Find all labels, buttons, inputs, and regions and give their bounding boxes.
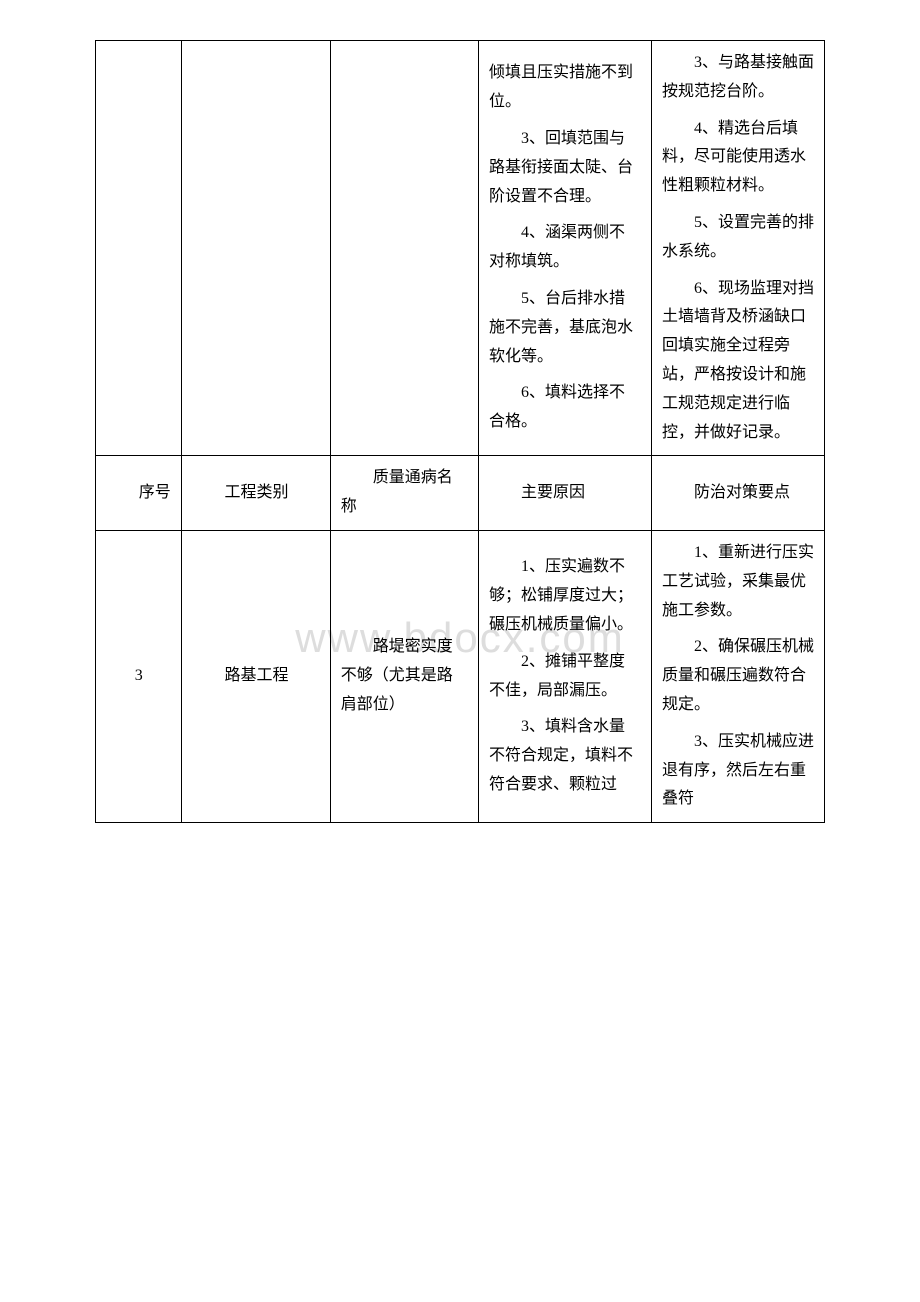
solution-item: 6、现场监理对挡土墙墙背及桥涵缺口回填实施全过程旁站，严格按设计和施工规范规定进…	[662, 275, 814, 448]
header-cause-text: 主要原因	[489, 479, 641, 508]
cause-item: 3、回填范围与路基衔接面太陡、台阶设置不合理。	[489, 125, 641, 211]
cause-item: 6、填料选择不合格。	[489, 379, 641, 437]
header-solution: 防治对策要点	[651, 456, 824, 531]
cell-solution: 1、重新进行压实工艺试验，采集最优施工参数。 2、确保碾压机械质量和碾压遍数符合…	[651, 530, 824, 822]
document-table: 倾填且压实措施不到位。 3、回填范围与路基衔接面太陡、台阶设置不合理。 4、涵渠…	[95, 40, 825, 823]
table-header-row: 序号 工程类别 质量通病名称 主要原因 防治对策要点	[96, 456, 825, 531]
cause-item: 倾填且压实措施不到位。	[489, 59, 641, 117]
cell-empty	[182, 41, 330, 456]
cause-item: 5、台后排水措施不完善，基底泡水软化等。	[489, 285, 641, 371]
cell-cause: 1、压实遍数不够；松铺厚度过大；碾压机械质量偏小。 2、摊铺平整度不佳，局部漏压…	[479, 530, 652, 822]
solution-item: 3、压实机械应进退有序，然后左右重叠符	[662, 728, 814, 814]
cell-type: 路基工程	[182, 530, 330, 822]
cell-name-text: 路堤密实度不够（尤其是路肩部位）	[341, 633, 468, 719]
cell-cause-continuation: 倾填且压实措施不到位。 3、回填范围与路基衔接面太陡、台阶设置不合理。 4、涵渠…	[479, 41, 652, 456]
header-type: 工程类别	[182, 456, 330, 531]
cell-solution-continuation: 3、与路基接触面按规范挖台阶。 4、精选台后填料，尽可能使用透水性粗颗粒材料。 …	[651, 41, 824, 456]
header-seq: 序号	[96, 456, 182, 531]
header-type-text: 工程类别	[192, 479, 319, 508]
cell-name: 路堤密实度不够（尤其是路肩部位）	[330, 530, 478, 822]
solution-item: 4、精选台后填料，尽可能使用透水性粗颗粒材料。	[662, 115, 814, 201]
cell-empty	[330, 41, 478, 456]
cell-seq: 3	[96, 530, 182, 822]
solution-item: 5、设置完善的排水系统。	[662, 209, 814, 267]
solution-item: 3、与路基接触面按规范挖台阶。	[662, 49, 814, 107]
header-seq-text: 序号	[106, 479, 171, 508]
header-name-text: 质量通病名称	[341, 464, 468, 522]
cell-empty	[96, 41, 182, 456]
header-cause: 主要原因	[479, 456, 652, 531]
cause-item: 2、摊铺平整度不佳，局部漏压。	[489, 648, 641, 706]
cause-item: 4、涵渠两侧不对称填筑。	[489, 219, 641, 277]
cause-item: 1、压实遍数不够；松铺厚度过大；碾压机械质量偏小。	[489, 553, 641, 639]
solution-item: 1、重新进行压实工艺试验，采集最优施工参数。	[662, 539, 814, 625]
table-row-continuation: 倾填且压实措施不到位。 3、回填范围与路基衔接面太陡、台阶设置不合理。 4、涵渠…	[96, 41, 825, 456]
solution-item: 2、确保碾压机械质量和碾压遍数符合规定。	[662, 633, 814, 719]
cause-item: 3、填料含水量不符合规定，填料不符合要求、颗粒过	[489, 713, 641, 799]
header-name: 质量通病名称	[330, 456, 478, 531]
table-data-row: 3 路基工程 路堤密实度不够（尤其是路肩部位） 1、压实遍数不够；松铺厚度过大；…	[96, 530, 825, 822]
header-solution-text: 防治对策要点	[662, 479, 814, 508]
cell-type-text: 路基工程	[192, 662, 319, 691]
